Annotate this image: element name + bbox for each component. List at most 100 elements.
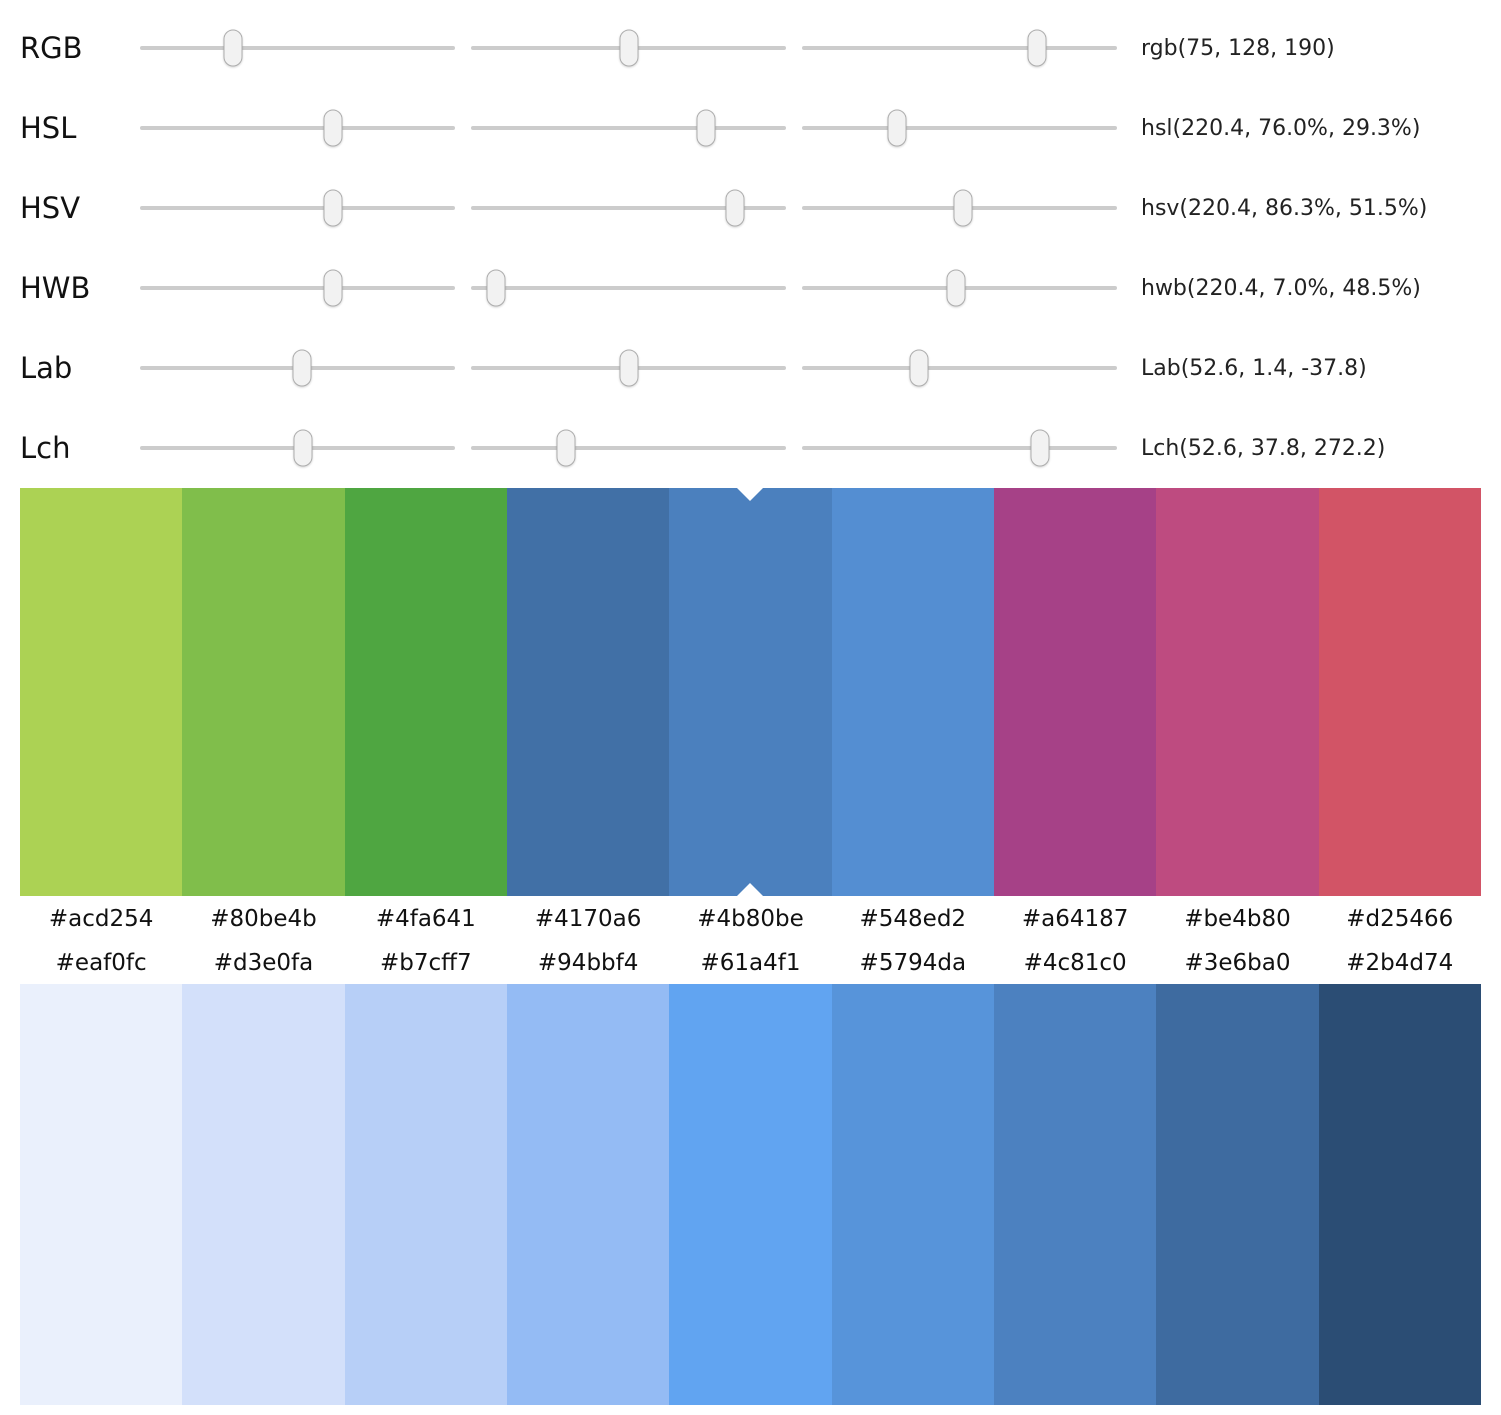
colorspace-label-hsl: HSL [20, 111, 77, 145]
colorspace-label-lch: Lch [20, 431, 71, 465]
slider-row-hsl: HSL hsl(220.4, 76.0%, 29.3%) [20, 88, 1481, 168]
hwb-slider-h[interactable] [140, 268, 455, 308]
hsv-slider-v-thumb[interactable] [953, 189, 973, 227]
hsl-slider-h[interactable] [140, 108, 455, 148]
hwb-slider-h-thumb[interactable] [323, 269, 343, 307]
lab-tracks [140, 348, 1117, 388]
shade-hex-label-5: #5794da [859, 950, 967, 976]
rgb-slider-r-thumb[interactable] [223, 29, 243, 67]
lab-slider-l-thumb[interactable] [292, 349, 312, 387]
lab-slider-a[interactable] [471, 348, 786, 388]
hue-hex-label-6: #a64187 [1021, 906, 1129, 932]
hsv-slider-s[interactable] [471, 188, 786, 228]
rgb-slider-b[interactable] [802, 28, 1117, 68]
shade-swatch-0[interactable] [20, 984, 183, 1405]
hsv-slider-s-thumb[interactable] [725, 189, 745, 227]
rgb-value-text: rgb(75, 128, 190) [1141, 35, 1335, 61]
slider-row-hsv: HSV hsv(220.4, 86.3%, 51.5%) [20, 168, 1481, 248]
shade-swatch-8[interactable] [1318, 984, 1481, 1405]
shade-hex-label-0: #eaf0fc [55, 950, 147, 976]
rgb-slider-r[interactable] [140, 28, 455, 68]
hue-swatch-0[interactable] [20, 488, 183, 896]
rgb-slider-b-thumb[interactable] [1027, 29, 1047, 67]
lch-slider-l[interactable] [140, 428, 455, 468]
lab-slider-b[interactable] [802, 348, 1117, 388]
selection-marker-top [737, 488, 764, 501]
shade-swatch-4[interactable] [669, 984, 832, 1405]
hue-swatch-5[interactable] [831, 488, 994, 896]
shade-swatch-2[interactable] [344, 984, 507, 1405]
hsv-value-text: hsv(220.4, 86.3%, 51.5%) [1141, 195, 1428, 221]
hue-swatch-3[interactable] [506, 488, 670, 896]
hsl-slider-l[interactable] [802, 108, 1117, 148]
shade-swatch-6[interactable] [993, 984, 1157, 1405]
hue-swatch-8[interactable] [1318, 488, 1481, 896]
colorspace-label-hsv: HSV [20, 191, 81, 225]
shade-swatch-7[interactable] [1156, 984, 1319, 1405]
hwb-slider-w-thumb[interactable] [486, 269, 506, 307]
hue-hex-label-8: #d25466 [1346, 906, 1454, 932]
lch-slider-h[interactable] [802, 428, 1117, 468]
hsl-tracks [140, 108, 1117, 148]
lab-value-text: Lab(52.6, 1.4, -37.8) [1141, 355, 1367, 381]
lch-slider-h-thumb[interactable] [1030, 429, 1050, 467]
shade-swatch-5[interactable] [831, 984, 994, 1405]
lch-value-text: Lch(52.6, 37.8, 272.2) [1141, 435, 1386, 461]
color-slider-panel: RGB rgb(75, 128, 190) HSL hsl(220.4, 76.… [0, 0, 1501, 488]
lch-slider-l-thumb[interactable] [293, 429, 313, 467]
hsv-slider-h-thumb[interactable] [323, 189, 343, 227]
rgb-slider-g[interactable] [471, 28, 786, 68]
lch-slider-c[interactable] [471, 428, 786, 468]
hsv-slider-h[interactable] [140, 188, 455, 228]
shade-swatch-1[interactable] [182, 984, 345, 1405]
hue-swatch-2[interactable] [344, 488, 507, 896]
lch-tracks [140, 428, 1117, 468]
hwb-slider-b-thumb[interactable] [946, 269, 966, 307]
rgb-slider-g-thumb[interactable] [619, 29, 639, 67]
shade-hex-label-2: #b7cff7 [380, 950, 472, 976]
hue-swatch-7[interactable] [1156, 488, 1319, 896]
lab-slider-a-thumb[interactable] [619, 349, 639, 387]
hsl-slider-l-thumb[interactable] [887, 109, 906, 147]
shade-hex-label-8: #2b4d74 [1346, 950, 1454, 976]
hue-hex-label-0: #acd254 [48, 906, 154, 932]
hsv-tracks [140, 188, 1117, 228]
hue-hex-label-5: #548ed2 [859, 906, 967, 932]
shade-swatch-3[interactable] [506, 984, 670, 1405]
hsl-slider-h-thumb[interactable] [323, 109, 343, 147]
shade-hex-label-3: #94bbf4 [537, 950, 639, 976]
shade-hex-labels: #eaf0fc #d3e0fa #b7cff7 #94bbf4 #61a4f1 … [20, 940, 1481, 984]
hwb-slider-b[interactable] [802, 268, 1117, 308]
colorspace-label-lab: Lab [20, 351, 73, 385]
slider-row-rgb: RGB rgb(75, 128, 190) [20, 8, 1481, 88]
hue-hex-label-4: #4b80be [697, 906, 804, 932]
lab-slider-b-thumb[interactable] [909, 349, 929, 387]
selection-marker-bottom [737, 883, 764, 896]
hsl-slider-s-thumb[interactable] [696, 109, 716, 147]
shade-hex-label-7: #3e6ba0 [1184, 950, 1291, 976]
slider-row-lab: Lab Lab(52.6, 1.4, -37.8) [20, 328, 1481, 408]
hue-swatch-4-selected[interactable] [669, 488, 832, 896]
hue-hex-label-3: #4170a6 [534, 906, 642, 932]
colorspace-label-rgb: RGB [20, 31, 83, 65]
rgb-tracks [140, 28, 1117, 68]
shade-hex-label-1: #d3e0fa [213, 950, 314, 976]
hue-hex-label-1: #80be4b [210, 906, 317, 932]
hsl-slider-s[interactable] [471, 108, 786, 148]
slider-row-hwb: HWB hwb(220.4, 7.0%, 48.5%) [20, 248, 1481, 328]
hwb-slider-w[interactable] [471, 268, 786, 308]
hsv-slider-v[interactable] [802, 188, 1117, 228]
shade-hex-label-6: #4c81c0 [1023, 950, 1127, 976]
slider-row-lch: Lch Lch(52.6, 37.8, 272.2) [20, 408, 1481, 488]
hue-hex-labels: #acd254 #80be4b #4fa641 #4170a6 #4b80be … [20, 896, 1481, 940]
hue-hex-label-7: #be4b80 [1184, 906, 1291, 932]
hue-swatch-1[interactable] [182, 488, 345, 896]
hue-swatch-6[interactable] [993, 488, 1157, 896]
hwb-tracks [140, 268, 1117, 308]
colorspace-label-hwb: HWB [20, 271, 91, 305]
shade-palette [20, 984, 1481, 1405]
lab-slider-l[interactable] [140, 348, 455, 388]
hue-hex-label-2: #4fa641 [375, 906, 476, 932]
lch-slider-c-thumb[interactable] [556, 429, 576, 467]
hue-palette [20, 488, 1481, 896]
